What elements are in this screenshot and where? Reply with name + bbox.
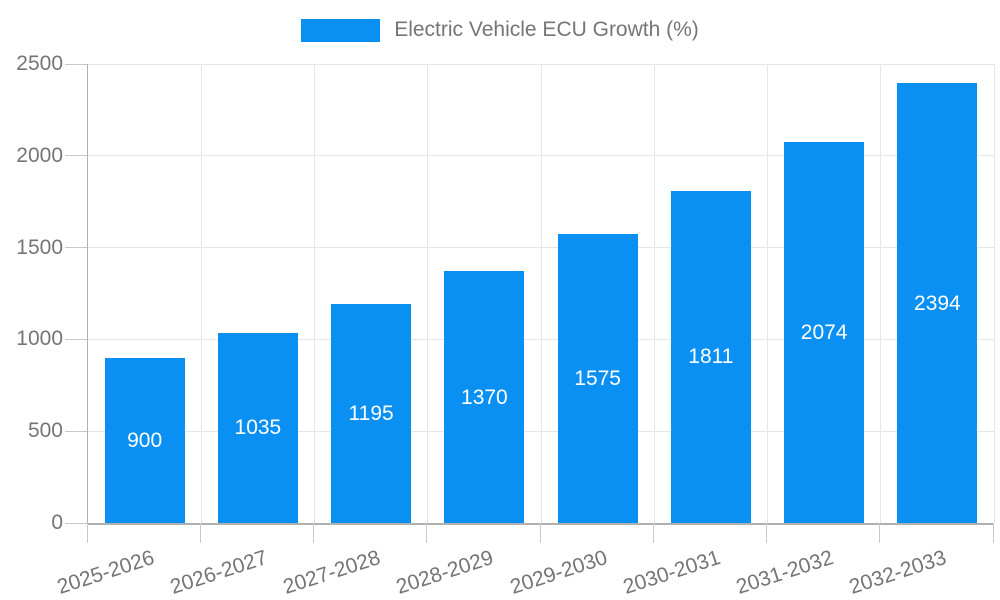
gridline-vertical: [993, 64, 995, 523]
bar-value-label: 1195: [348, 401, 394, 425]
y-axis-tick: [65, 155, 87, 157]
bar: 1811: [670, 190, 751, 523]
bar: 1370: [444, 271, 525, 523]
bar: 1195: [331, 303, 412, 523]
bar: 2074: [784, 142, 865, 523]
y-axis-tick: [65, 522, 87, 524]
bar: 1035: [217, 332, 298, 523]
y-axis-label: 2500: [16, 52, 63, 75]
bar-value-label: 2394: [914, 291, 961, 315]
bar-value-label: 1811: [688, 345, 734, 369]
gridline-vertical: [314, 64, 315, 523]
bar-value-label: 900: [127, 428, 163, 452]
gridline-vertical: [880, 64, 882, 523]
bar-value-label: 2074: [800, 321, 848, 345]
y-axis-label: 500: [27, 419, 63, 443]
x-axis-tick: [199, 523, 201, 543]
legend: Electric Vehicle ECU Growth (%): [0, 18, 1000, 42]
x-axis-tick: [313, 523, 314, 543]
x-axis-tick: [652, 523, 654, 543]
bar: 900: [104, 357, 185, 523]
x-axis-tick: [879, 523, 881, 543]
legend-swatch: [301, 18, 381, 42]
x-axis-tick: [539, 523, 541, 543]
y-axis-tick: [65, 63, 87, 65]
gridline-vertical: [540, 64, 542, 523]
y-axis-label: 0: [51, 511, 63, 534]
bar-value-label: 1370: [461, 385, 508, 409]
gridline-vertical: [427, 64, 429, 523]
y-axis-label: 2000: [16, 143, 63, 167]
y-axis-tick: [65, 430, 87, 432]
x-axis-tick: [766, 523, 767, 543]
bar: 2394: [897, 83, 978, 523]
y-axis-label: 1000: [16, 327, 63, 351]
x-axis-tick: [426, 523, 428, 543]
gridline-vertical: [767, 64, 768, 523]
bar: 1575: [557, 233, 638, 523]
plot-area: 900 1035 1195 1370 1575 1811 2074 2394: [87, 63, 995, 525]
legend-label: Electric Vehicle ECU Growth (%): [394, 18, 699, 41]
gridline-vertical: [200, 64, 202, 523]
bar-value-label: 1575: [574, 366, 621, 390]
y-axis-label: 1500: [16, 235, 63, 259]
y-axis-tick: [65, 247, 87, 249]
gridline-vertical: [653, 64, 655, 523]
x-axis-tick: [992, 523, 994, 543]
bar-value-label: 1035: [234, 416, 282, 440]
x-axis-tick: [86, 523, 88, 543]
y-axis-tick: [65, 338, 87, 340]
